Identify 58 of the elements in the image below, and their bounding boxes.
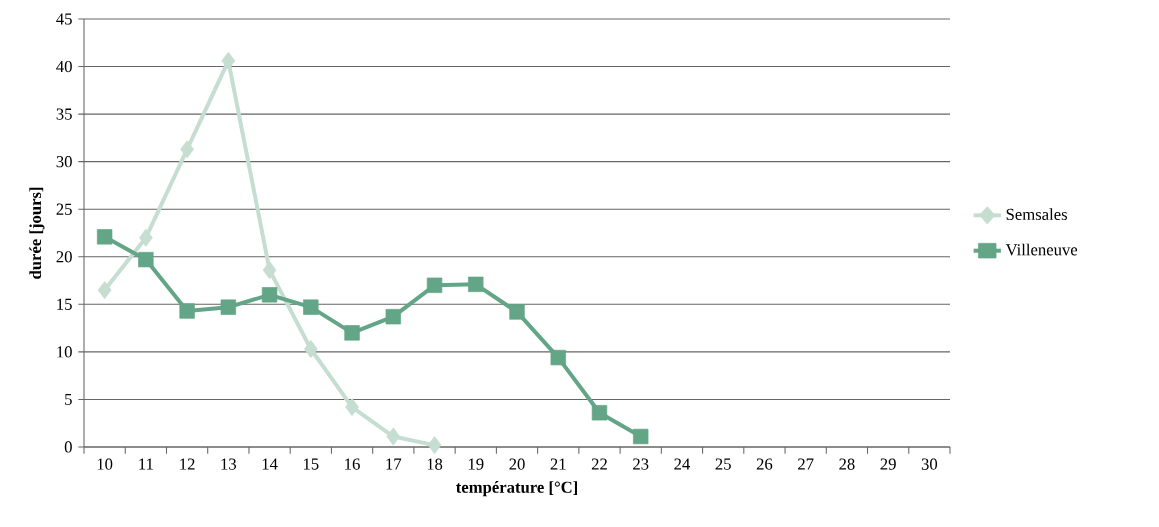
x-axis-title: température [°C] (456, 481, 578, 497)
y-tick-label: 20 (56, 251, 72, 263)
point (96, 229, 113, 245)
point (262, 261, 277, 280)
x-tick-label: 10 (97, 458, 113, 470)
point (427, 436, 442, 455)
y-tick-label: 35 (56, 108, 72, 120)
point (179, 303, 195, 319)
x-tick-label: 21 (550, 458, 566, 470)
x-tick-label: 17 (386, 458, 402, 470)
point (633, 428, 649, 445)
point (303, 299, 319, 315)
point (138, 251, 154, 268)
point (303, 340, 318, 359)
x-tick-label: 20 (509, 458, 525, 470)
point (345, 398, 359, 417)
y-axis-title: durée [jours] (29, 187, 45, 279)
x-tick-label: 16 (345, 458, 360, 470)
point (180, 140, 194, 159)
x-tick-label: 25 (715, 458, 731, 470)
point (468, 276, 484, 293)
x-tick-label: 11 (139, 458, 153, 470)
y-tick-label: 15 (57, 298, 72, 310)
x-tick-label: 12 (180, 458, 195, 470)
point (344, 325, 360, 341)
x-tick-label: 19 (468, 458, 484, 470)
point (385, 309, 401, 325)
x-tick-label: 28 (839, 458, 855, 470)
y-tick-label: 0 (64, 441, 72, 453)
point (591, 405, 608, 421)
point (97, 281, 112, 300)
point (426, 277, 443, 293)
point (550, 349, 566, 366)
x-tick-label: 23 (633, 458, 649, 470)
point (221, 51, 236, 70)
y-tick-label: 5 (65, 393, 72, 405)
x-tick-label: 22 (591, 458, 607, 470)
y-tick-label: 10 (57, 346, 72, 358)
x-tick-label: 24 (674, 458, 691, 470)
x-tick-label: 18 (427, 458, 443, 470)
point (220, 299, 237, 315)
y-tick-label: 40 (56, 60, 72, 73)
x-tick-label: 26 (756, 458, 773, 470)
point (509, 304, 525, 320)
point (261, 287, 278, 303)
point (386, 427, 401, 446)
x-tick-label: 29 (880, 458, 896, 470)
x-tick-label: 14 (262, 458, 278, 470)
x-tick-label: 15 (303, 458, 319, 470)
y-tick-label: 30 (56, 156, 72, 168)
point (139, 228, 153, 247)
x-tick-label: 27 (798, 458, 814, 470)
y-tick-label: 25 (56, 203, 72, 215)
x-tick-label: 30 (921, 458, 938, 470)
x-tick-label: 13 (221, 458, 237, 470)
legend-label: Villeneuve (1005, 243, 1078, 256)
legend-label: Semsales (1006, 208, 1067, 220)
y-tick-label: 45 (56, 13, 72, 25)
